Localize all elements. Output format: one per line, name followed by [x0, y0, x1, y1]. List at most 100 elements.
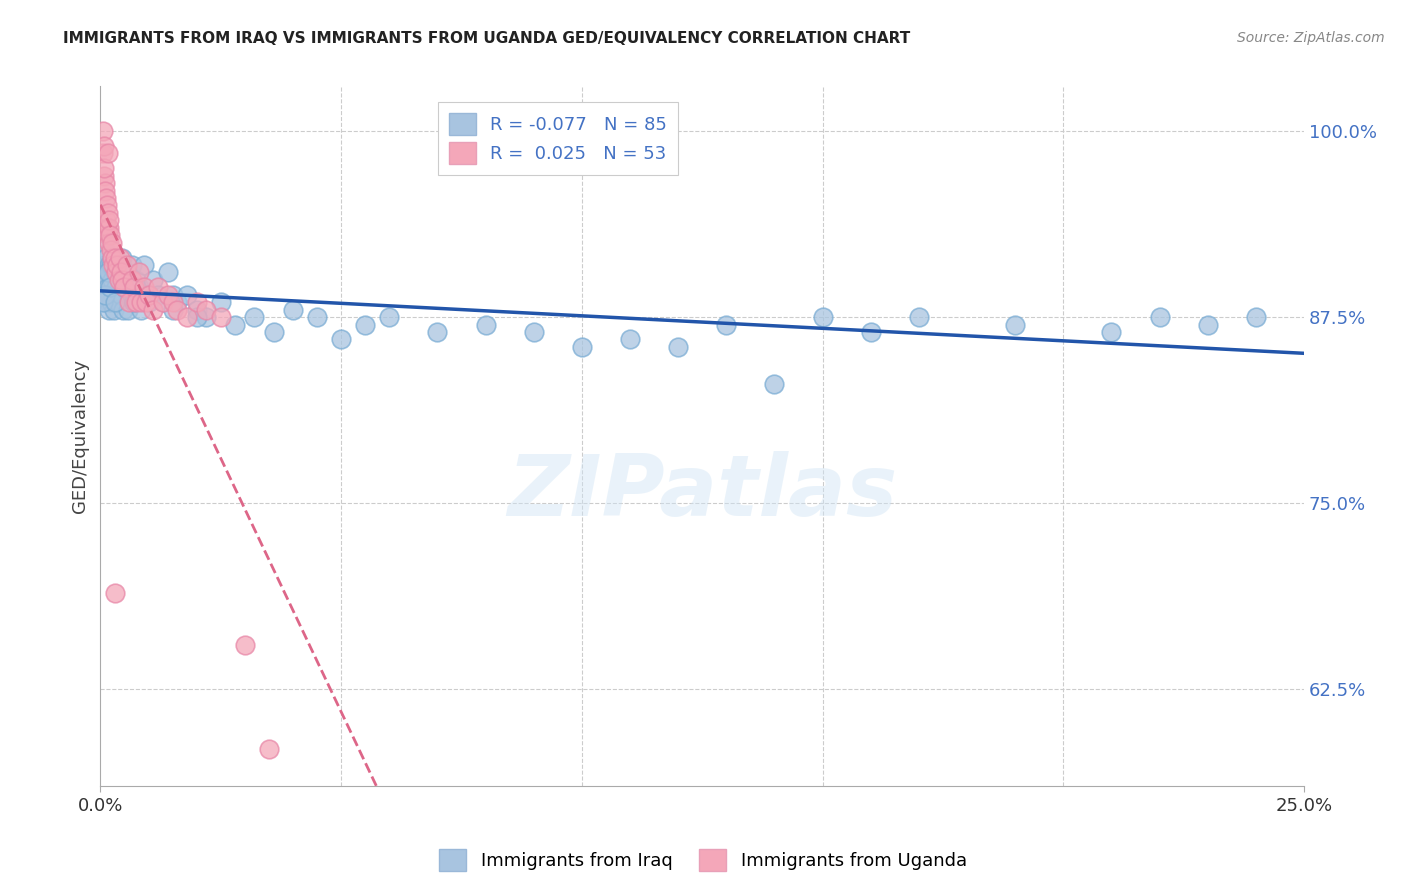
Point: [112, 280, 135, 294]
Point: [859, 325, 882, 339]
Point: [93, 161, 115, 176]
Point: [115, 265, 138, 279]
Point: [166, 295, 188, 310]
Point: [176, 288, 198, 302]
Point: [98, 302, 121, 317]
Point: [98, 235, 121, 250]
Point: [98, 213, 121, 227]
Point: [132, 258, 155, 272]
Point: [94, 251, 117, 265]
Point: [176, 310, 198, 325]
Point: [96, 288, 118, 302]
Point: [104, 265, 127, 279]
Point: [91, 124, 114, 138]
Point: [132, 280, 155, 294]
Point: [97, 228, 120, 243]
Point: [104, 251, 127, 265]
Point: [112, 280, 135, 294]
Point: [94, 273, 117, 287]
Point: [93, 265, 115, 279]
Point: [763, 377, 786, 392]
Point: [98, 288, 121, 302]
Point: [101, 235, 124, 250]
Point: [97, 295, 120, 310]
Point: [474, 318, 496, 332]
Point: [93, 176, 115, 190]
Point: [98, 265, 121, 279]
Point: [98, 280, 121, 294]
Point: [162, 288, 184, 302]
Point: [108, 273, 131, 287]
Point: [426, 325, 449, 339]
Point: [96, 273, 118, 287]
Point: [122, 280, 145, 294]
Point: [94, 243, 117, 257]
Point: [128, 265, 150, 279]
Point: [97, 265, 120, 279]
Point: [93, 258, 115, 272]
Point: [523, 325, 546, 339]
Point: [125, 295, 148, 310]
Point: [156, 265, 179, 279]
Point: [138, 295, 160, 310]
Point: [224, 318, 246, 332]
Point: [908, 310, 931, 325]
Point: [378, 310, 401, 325]
Point: [91, 295, 114, 310]
Point: [129, 295, 152, 310]
Point: [195, 310, 218, 325]
Point: [152, 295, 174, 310]
Legend: Immigrants from Iraq, Immigrants from Uganda: Immigrants from Iraq, Immigrants from Ug…: [432, 842, 974, 879]
Point: [105, 258, 128, 272]
Point: [1004, 318, 1026, 332]
Point: [233, 638, 256, 652]
Point: [118, 288, 141, 302]
Point: [97, 280, 120, 294]
Point: [107, 273, 129, 287]
Point: [93, 169, 115, 183]
Point: [1101, 325, 1123, 339]
Point: [93, 139, 115, 153]
Point: [619, 333, 641, 347]
Point: [100, 243, 122, 257]
Point: [666, 340, 689, 354]
Point: [716, 318, 738, 332]
Point: [354, 318, 377, 332]
Legend: R = -0.077   N = 85, R =  0.025   N = 53: R = -0.077 N = 85, R = 0.025 N = 53: [437, 103, 678, 176]
Point: [162, 295, 184, 310]
Point: [103, 302, 125, 317]
Point: [93, 288, 115, 302]
Text: Source: ZipAtlas.com: Source: ZipAtlas.com: [1237, 31, 1385, 45]
Point: [104, 585, 127, 599]
Point: [209, 310, 232, 325]
Point: [571, 340, 593, 354]
Point: [94, 191, 117, 205]
Point: [166, 302, 188, 317]
Point: [138, 288, 160, 302]
Point: [186, 302, 208, 317]
Point: [118, 295, 141, 310]
Point: [115, 258, 138, 272]
Text: IMMIGRANTS FROM IRAQ VS IMMIGRANTS FROM UGANDA GED/EQUIVALENCY CORRELATION CHART: IMMIGRANTS FROM IRAQ VS IMMIGRANTS FROM …: [63, 31, 911, 46]
Point: [98, 228, 121, 243]
Point: [100, 295, 122, 310]
Point: [142, 273, 165, 287]
Point: [94, 295, 117, 310]
Point: [91, 280, 114, 294]
Point: [811, 310, 834, 325]
Point: [152, 295, 174, 310]
Point: [186, 310, 208, 325]
Point: [121, 258, 143, 272]
Point: [146, 288, 169, 302]
Point: [97, 258, 120, 272]
Point: [186, 295, 208, 310]
Point: [104, 265, 127, 279]
Point: [330, 333, 353, 347]
Point: [108, 251, 131, 265]
Point: [281, 302, 304, 317]
Point: [105, 258, 128, 272]
Point: [146, 280, 169, 294]
Point: [142, 302, 165, 317]
Point: [101, 251, 124, 265]
Point: [135, 288, 157, 302]
